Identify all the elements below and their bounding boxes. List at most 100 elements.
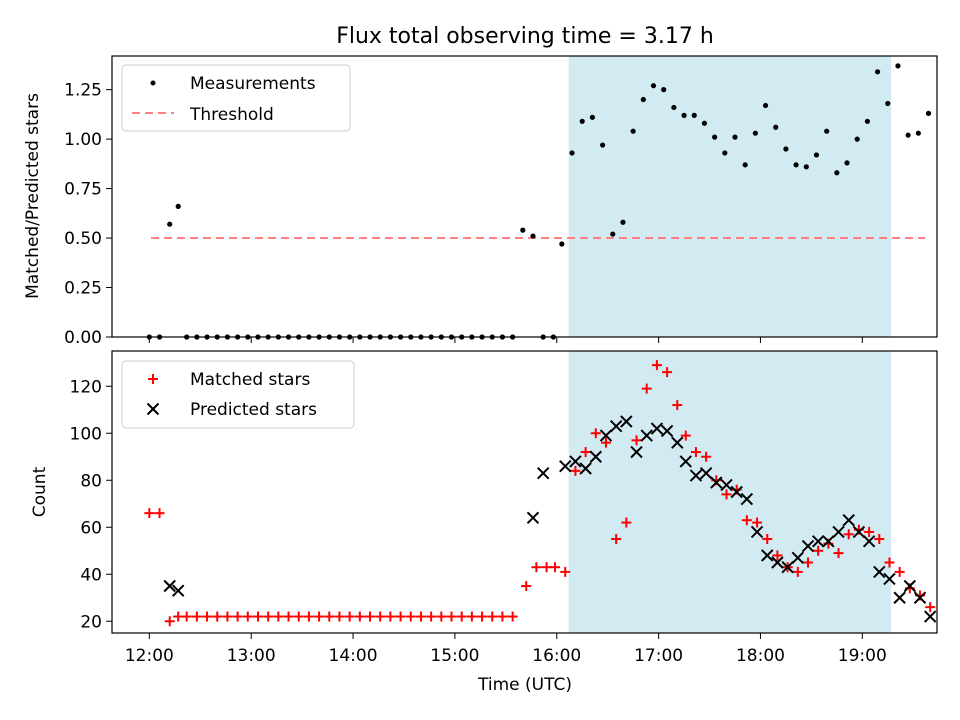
matched-star-point <box>365 611 376 622</box>
y-tick-label: 0.75 <box>64 180 102 200</box>
legend-threshold-label: Threshold <box>189 105 274 125</box>
bottom-y-ticks: 20 40 60 80 100 120 <box>70 377 112 632</box>
predicted-star-point <box>832 525 845 539</box>
matched-star-point <box>303 611 314 622</box>
matched-star-point <box>560 566 571 577</box>
matched-star-point <box>385 611 396 622</box>
predicted-star-point <box>750 525 764 539</box>
measurement-point <box>701 120 708 126</box>
x-tick-label: 12:00 <box>125 646 174 666</box>
matched-star-point <box>477 611 488 622</box>
x-b <box>832 525 845 539</box>
matched-star-point <box>874 534 885 544</box>
measurement-point <box>925 110 932 116</box>
x-axis-label: Time (UTC) <box>477 675 572 695</box>
matched-star-point <box>415 611 426 622</box>
matched-star-point <box>191 611 202 622</box>
predicted-star-point <box>791 551 805 565</box>
x-b <box>791 551 805 565</box>
matched-star-point <box>741 515 752 526</box>
matched-star-point <box>651 360 662 371</box>
measurement-point <box>569 150 575 156</box>
measurement-point <box>793 162 799 168</box>
legend-matched-label: Matched stars <box>190 370 310 390</box>
y-tick-label: 120 <box>70 377 102 397</box>
predicted-star-point <box>873 565 886 579</box>
matched-star-point <box>570 465 581 476</box>
matched-star-point <box>792 566 803 577</box>
top-axes-frame <box>111 55 938 338</box>
matched-star-point <box>375 611 386 622</box>
matched-star-point <box>925 602 936 613</box>
measurement-point <box>691 112 697 118</box>
measurement-point <box>915 130 921 136</box>
matched-star-point <box>864 526 875 537</box>
predicted-star-point <box>710 476 723 489</box>
x-b <box>671 436 684 449</box>
matched-star-point <box>314 611 325 622</box>
predicted-star-point <box>171 584 185 597</box>
predicted-star-point <box>761 549 774 562</box>
measurement-point <box>874 69 881 75</box>
measurement-point <box>640 96 646 103</box>
x-b <box>146 402 160 416</box>
measurement-point <box>895 63 901 69</box>
y-tick-label: 1.00 <box>64 130 102 150</box>
top-panel: 0.00 0.25 0.50 0.75 1.00 1.25 Matched/Predict… <box>23 55 938 348</box>
matched-star-point <box>395 611 406 622</box>
predicted-star-point <box>640 429 653 442</box>
matched-star-point <box>762 534 773 544</box>
chart-title: Flux total observing time = 3.17 h <box>336 24 714 49</box>
matched-star-point <box>631 435 642 446</box>
y-tick-label: 1.25 <box>64 81 102 101</box>
measurement-point <box>854 136 860 142</box>
matched-star-point <box>487 611 498 622</box>
matched-star-point <box>507 611 518 622</box>
measurement-point <box>520 227 526 233</box>
bottom-x-ticks: 12:00 13:00 14:00 15:00 16:00 17:00 18:00 19:00 <box>125 633 887 666</box>
x-b <box>801 539 815 553</box>
predicted-star-point <box>660 424 674 438</box>
predicted-star-point <box>862 535 876 548</box>
matched-star-point <box>894 566 905 577</box>
measurement-point <box>722 150 728 156</box>
x-b <box>781 560 794 574</box>
matched-star-point <box>181 611 192 622</box>
y-tick-label: 0.50 <box>64 229 102 249</box>
x-b <box>873 565 886 579</box>
predicted-star-point <box>620 415 633 428</box>
measurement-point <box>712 134 718 140</box>
top-y-axis-label: Matched/Predicted stars <box>23 93 43 299</box>
measurement-point <box>650 83 657 89</box>
matched-star-point <box>641 383 652 394</box>
measurement-point <box>589 114 596 120</box>
measurement-point <box>559 241 565 247</box>
measurement-point <box>813 152 820 158</box>
predicted-star-point <box>771 556 784 569</box>
predicted-star-point <box>852 525 866 539</box>
predicted-star-point <box>801 539 815 553</box>
matched-star-point <box>334 611 345 622</box>
x-b <box>811 535 825 548</box>
x-b <box>924 610 937 623</box>
predicted-star-point <box>903 579 917 593</box>
matched-star-point <box>456 611 467 622</box>
x-b <box>720 478 733 492</box>
x-b <box>893 591 906 604</box>
predicted-star-point <box>740 492 754 506</box>
matched-star-point <box>721 489 732 500</box>
matched-star-point <box>283 611 294 622</box>
matched-star-point <box>293 611 304 622</box>
measurement-point <box>732 134 738 140</box>
x-b <box>559 459 572 473</box>
matched-star-point <box>611 534 622 544</box>
measurement-point <box>661 87 667 93</box>
measurement-point <box>864 118 871 124</box>
predicted-star-point <box>689 469 703 482</box>
x-b <box>660 424 674 438</box>
matched-star-point <box>701 451 712 462</box>
x-b <box>842 513 855 527</box>
matched-star-point <box>590 428 601 439</box>
matched-star-point <box>212 611 223 622</box>
predicted-star-point <box>526 511 540 525</box>
